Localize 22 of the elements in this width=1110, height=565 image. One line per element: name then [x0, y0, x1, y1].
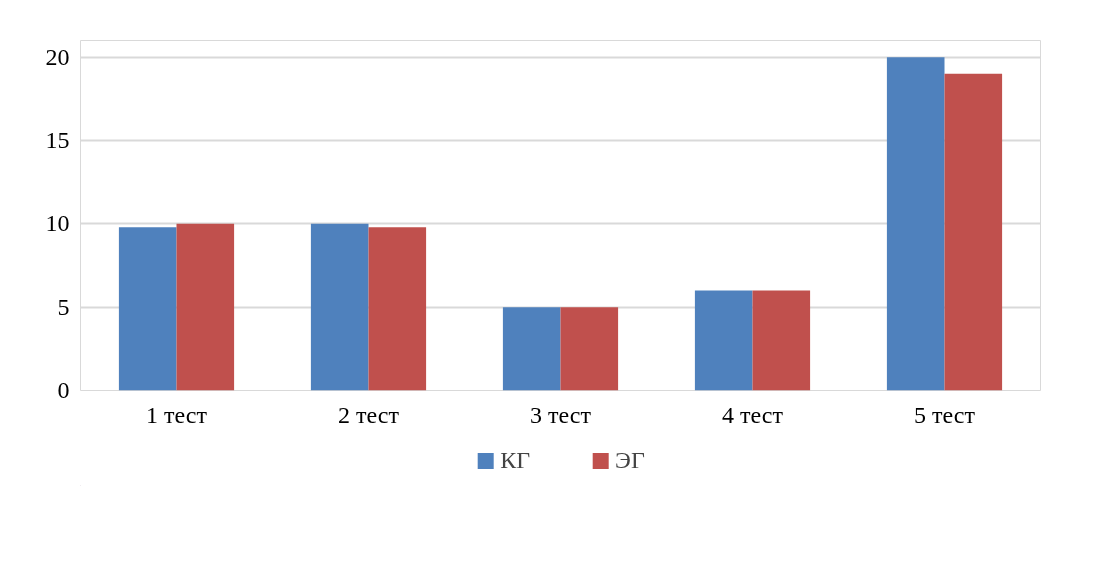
bar — [886, 57, 945, 391]
x-tick-label: 5 тест — [914, 401, 976, 428]
bar — [752, 290, 811, 391]
y-tick-label: 5 — [57, 293, 70, 320]
bar — [368, 227, 427, 391]
legend-label: ЭГ — [615, 446, 645, 474]
bar — [310, 223, 369, 391]
y-tick-label: 0 — [57, 377, 70, 403]
x-tick-label: 1 тест — [146, 401, 208, 428]
y-tick-label: 20 — [45, 43, 70, 70]
y-tick-label: 15 — [45, 127, 70, 153]
bar — [560, 307, 619, 391]
bar — [176, 223, 235, 391]
bar — [118, 227, 177, 391]
y-tick-label: 10 — [45, 210, 70, 237]
bar — [694, 290, 753, 391]
legend-label: КГ — [500, 446, 531, 474]
x-tick-label: 3 тест — [530, 401, 592, 428]
x-tick-label: 2 тест — [338, 401, 400, 428]
x-tick-label: 4 тест — [722, 401, 784, 428]
bar — [502, 307, 561, 391]
bar — [944, 73, 1003, 391]
